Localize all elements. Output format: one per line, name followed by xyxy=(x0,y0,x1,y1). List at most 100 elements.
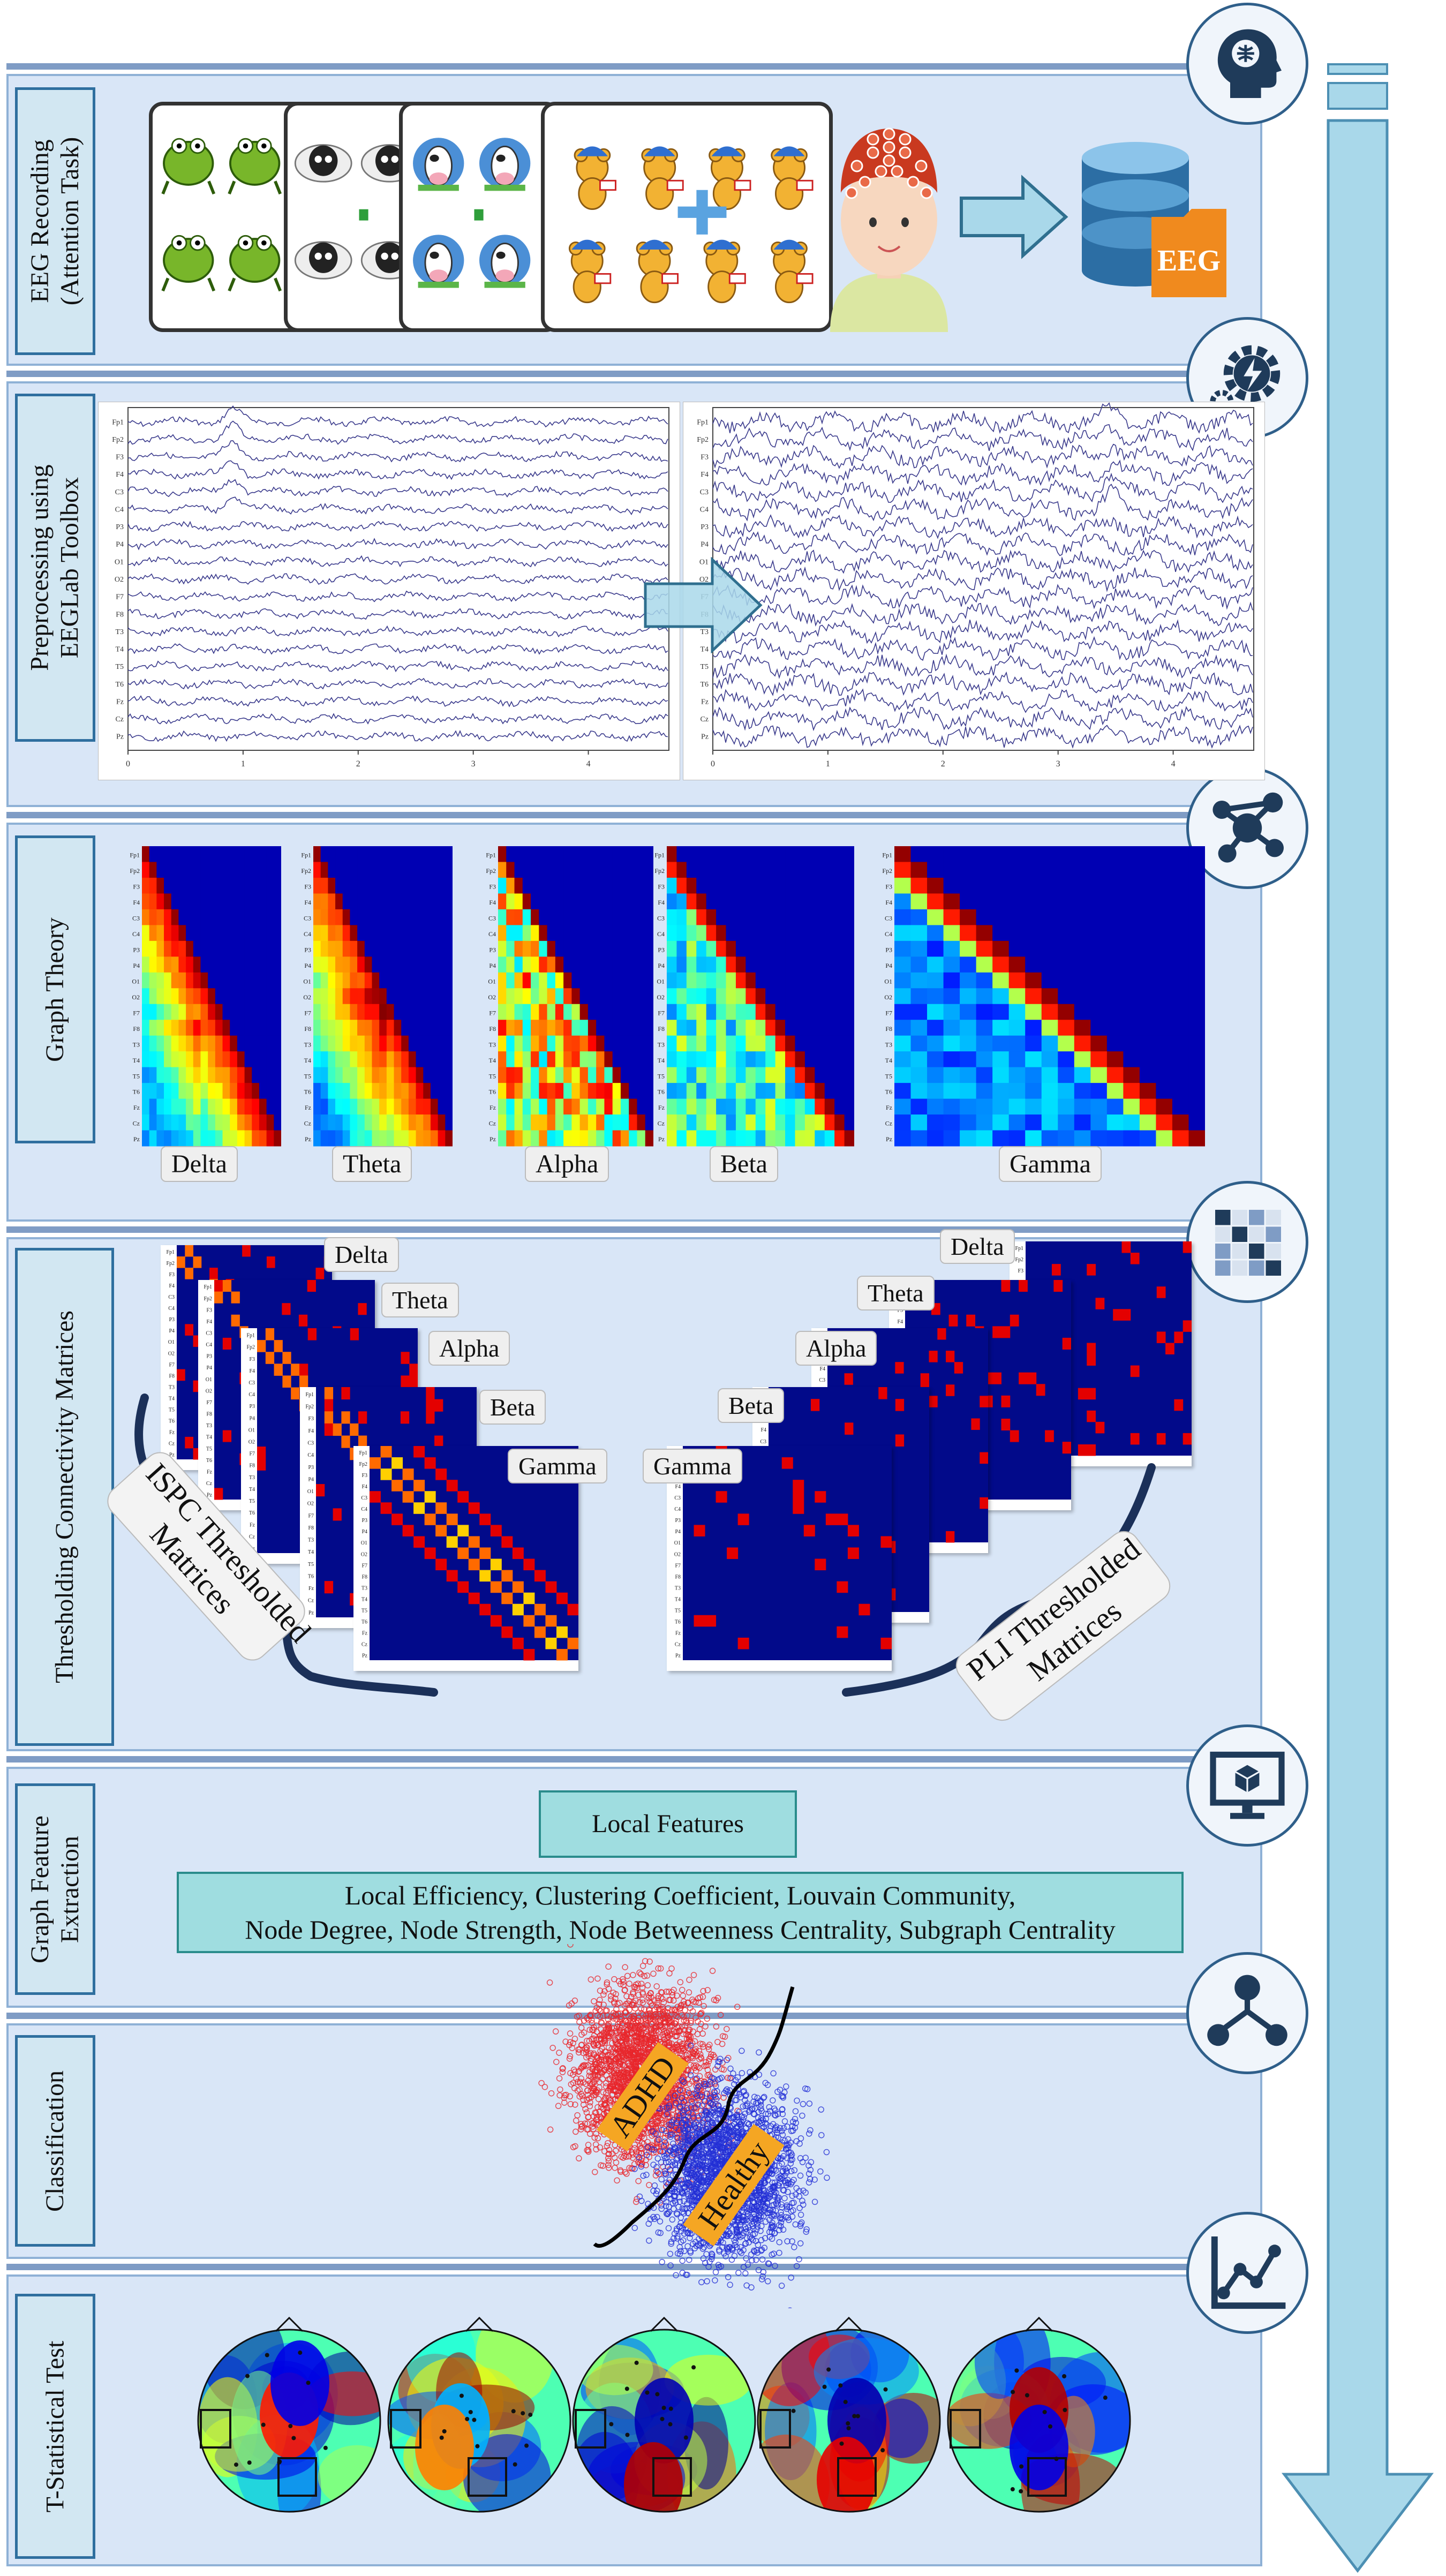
svg-text:T3: T3 xyxy=(115,628,124,636)
svg-text:F3: F3 xyxy=(701,454,709,462)
svg-text:Pz: Pz xyxy=(658,1135,665,1143)
svg-text:C4: C4 xyxy=(304,930,311,938)
svg-text:Pz: Pz xyxy=(675,1653,681,1659)
svg-text:P3: P3 xyxy=(116,523,124,531)
svg-text:C3: C3 xyxy=(488,915,496,922)
svg-text:T4: T4 xyxy=(885,1057,892,1064)
svg-text:P4: P4 xyxy=(206,1365,212,1371)
band-label-theta: Theta xyxy=(332,1146,412,1182)
svg-text:1: 1 xyxy=(826,759,830,769)
svg-text:4: 4 xyxy=(586,759,591,769)
svg-text:F7: F7 xyxy=(304,1009,311,1016)
svg-text:T5: T5 xyxy=(658,1072,665,1080)
preprocess-arrow xyxy=(643,557,766,653)
svg-text:F3: F3 xyxy=(304,883,311,891)
svg-text:Fz: Fz xyxy=(675,1631,681,1637)
section-label-t-test: T-Statistical Test xyxy=(15,2294,95,2559)
svg-text:Fz: Fz xyxy=(133,1104,140,1111)
svg-text:Fp1: Fp1 xyxy=(1015,1246,1023,1252)
svg-text:F3: F3 xyxy=(133,883,140,891)
matrix-grid-icon xyxy=(1207,1202,1287,1282)
band-label-alpha: Alpha xyxy=(525,1146,609,1182)
topoplot-3 xyxy=(570,2330,755,2528)
svg-text:F4: F4 xyxy=(304,899,311,906)
svg-text:C4: C4 xyxy=(168,1306,175,1312)
ispc-matrix-theta-label: Theta xyxy=(381,1283,459,1317)
brain-head-icon xyxy=(1204,21,1290,107)
svg-text:F4: F4 xyxy=(133,899,140,906)
svg-text:C4: C4 xyxy=(700,506,709,514)
line-chart-icon xyxy=(1202,2227,1293,2318)
local-features-title: Local Features xyxy=(539,1790,797,1858)
svg-text:C4: C4 xyxy=(206,1342,212,1348)
svg-text:Pz: Pz xyxy=(886,1135,892,1143)
svg-text:O1: O1 xyxy=(303,977,311,985)
section-label-feature-extraction: Graph Feature Extraction xyxy=(15,1783,95,1995)
topoplot-1 xyxy=(194,2308,396,2533)
svg-text:Cz: Cz xyxy=(885,1120,892,1127)
svg-text:F7: F7 xyxy=(675,1563,681,1569)
svg-text:T3: T3 xyxy=(304,1041,311,1048)
svg-text:T3: T3 xyxy=(133,1041,140,1048)
svg-text:F7: F7 xyxy=(133,1009,140,1016)
svg-text:Fz: Fz xyxy=(116,698,124,706)
local-features-line-1: Local Efficiency, Clustering Coefficient… xyxy=(179,1878,1181,1912)
svg-text:F4: F4 xyxy=(169,1283,175,1289)
svg-text:P3: P3 xyxy=(885,946,892,953)
svg-text:F4: F4 xyxy=(819,1366,825,1372)
pli-matrix-theta-label: Theta xyxy=(857,1276,935,1310)
svg-text:C3: C3 xyxy=(885,915,892,922)
svg-text:T6: T6 xyxy=(489,1088,496,1096)
svg-text:F8: F8 xyxy=(489,1025,496,1033)
svg-text:Fz: Fz xyxy=(305,1104,311,1111)
svg-text:Fp1: Fp1 xyxy=(654,852,665,859)
svg-text:C3: C3 xyxy=(674,1495,681,1501)
svg-text:Fp2: Fp2 xyxy=(697,436,709,444)
svg-text:Fp1: Fp1 xyxy=(301,852,311,859)
svg-text:T4: T4 xyxy=(304,1057,311,1064)
svg-text:Fp1: Fp1 xyxy=(882,852,892,859)
svg-text:P3: P3 xyxy=(675,1518,681,1524)
svg-text:T5: T5 xyxy=(489,1072,496,1080)
t-test-topoplots xyxy=(193,2308,1173,2533)
pli-matrix-alpha-label: Alpha xyxy=(795,1331,877,1366)
band-label-gamma: Gamma xyxy=(999,1146,1102,1182)
svg-text:F7: F7 xyxy=(489,1009,496,1016)
svg-text:T3: T3 xyxy=(675,1585,681,1591)
svg-text:T5: T5 xyxy=(115,663,124,671)
ispc-matrix-alpha-label: Alpha xyxy=(428,1331,510,1366)
svg-text:T4: T4 xyxy=(133,1057,140,1064)
svg-text:T6: T6 xyxy=(133,1088,140,1096)
svg-text:Pz: Pz xyxy=(133,1135,140,1143)
svg-text:P4: P4 xyxy=(675,1529,681,1535)
svg-text:1: 1 xyxy=(241,759,245,769)
svg-text:C3: C3 xyxy=(760,1439,766,1445)
svg-text:F4: F4 xyxy=(885,899,892,906)
svg-text:0: 0 xyxy=(126,759,130,769)
svg-text:T4: T4 xyxy=(658,1057,665,1064)
svg-text:F8: F8 xyxy=(169,1373,175,1379)
svg-text:C3: C3 xyxy=(248,1380,255,1386)
svg-text:O2: O2 xyxy=(168,1351,175,1357)
local-features-list: Local Efficiency, Clustering Coefficient… xyxy=(177,1872,1184,1953)
svg-text:P4: P4 xyxy=(658,962,665,969)
svg-text:T5: T5 xyxy=(885,1072,892,1080)
svg-text:Fp2: Fp2 xyxy=(486,867,496,875)
svg-text:Fz: Fz xyxy=(886,1104,892,1111)
svg-text:F8: F8 xyxy=(116,611,124,619)
svg-text:Fp1: Fp1 xyxy=(166,1249,175,1255)
svg-text:C3: C3 xyxy=(304,915,311,922)
svg-text:O1: O1 xyxy=(168,1339,175,1345)
child-with-eeg-cap xyxy=(819,86,959,332)
section-label-classification: Classification xyxy=(15,2035,95,2247)
process-flow-arrow xyxy=(1280,59,1441,2576)
svg-text:C4: C4 xyxy=(132,930,140,938)
svg-text:P3: P3 xyxy=(489,946,496,953)
svg-text:C3: C3 xyxy=(132,915,140,922)
svg-text:P3: P3 xyxy=(206,1354,212,1360)
svg-text:F4: F4 xyxy=(206,1319,212,1325)
section-label-graph-theory: Graph Theory xyxy=(15,835,95,1143)
record-arrow xyxy=(959,174,1071,260)
